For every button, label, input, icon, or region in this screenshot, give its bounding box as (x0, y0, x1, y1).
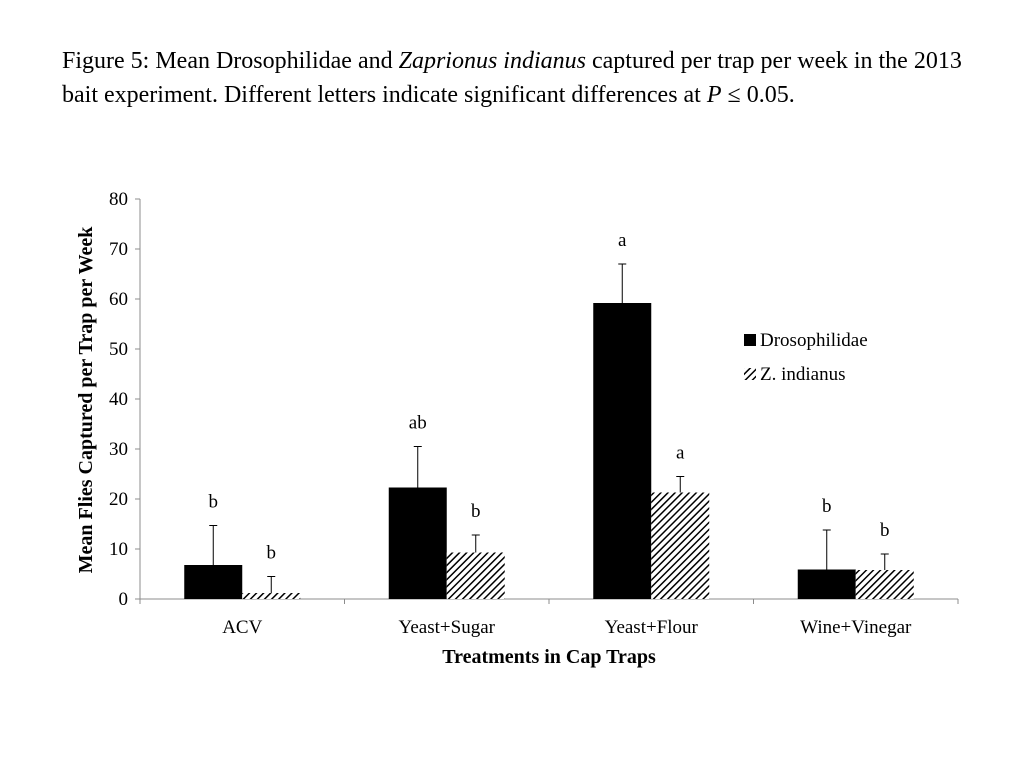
significance-letter: a (618, 230, 627, 251)
caption-suffix: ≤ 0.05. (721, 82, 795, 108)
bar-drosophilidae (593, 303, 652, 599)
bar-drosophilidae (388, 487, 447, 599)
bar-z-indianus (651, 492, 710, 599)
y-axis-title: Mean Flies Captured per Trap per Week (75, 226, 97, 574)
significance-letter: b (471, 501, 481, 522)
y-tick-label: 40 (109, 389, 128, 410)
significance-letter: b (822, 496, 832, 517)
y-tick-label: 30 (109, 439, 128, 460)
y-tick-label: 70 (109, 239, 128, 260)
significance-letter: b (209, 492, 219, 513)
significance-letter: a (676, 443, 685, 464)
bar-z-indianus (855, 570, 914, 599)
y-tick-label: 60 (109, 289, 128, 310)
significance-letter: ab (409, 413, 427, 434)
bar-z-indianus (446, 552, 505, 599)
bar-drosophilidae (184, 565, 243, 599)
bar-z-indianus (242, 593, 301, 599)
caption-species: Zaprionus indianus (398, 48, 586, 74)
x-category-label: Yeast+Flour (605, 617, 699, 638)
legend-label: Z. indianus (760, 364, 846, 385)
significance-letter: b (880, 520, 890, 541)
y-tick-label: 10 (109, 539, 128, 560)
x-category-label: Yeast+Sugar (399, 617, 496, 638)
caption-p-symbol: P (706, 82, 722, 108)
caption-prefix: Figure 5: Mean Drosophilidae and (62, 48, 399, 74)
y-tick-label: 80 (109, 189, 128, 210)
y-tick-label: 20 (109, 489, 128, 510)
y-tick-label: 0 (119, 589, 129, 610)
x-category-label: Wine+Vinegar (800, 617, 912, 638)
figure-caption: Figure 5: Mean Drosophilidae and Zaprion… (62, 44, 962, 112)
legend-swatch (744, 368, 756, 380)
x-category-label: ACV (222, 617, 262, 638)
significance-letter: b (267, 543, 277, 564)
legend-swatch (744, 334, 756, 346)
legend-label: Drosophilidae (760, 330, 868, 351)
y-tick-label: 50 (109, 339, 128, 360)
caption-middle: captured per trap per week in the 2013 b… (62, 48, 962, 108)
x-axis-title: Treatments in Cap Traps (442, 646, 656, 668)
bar-drosophilidae (797, 569, 856, 599)
